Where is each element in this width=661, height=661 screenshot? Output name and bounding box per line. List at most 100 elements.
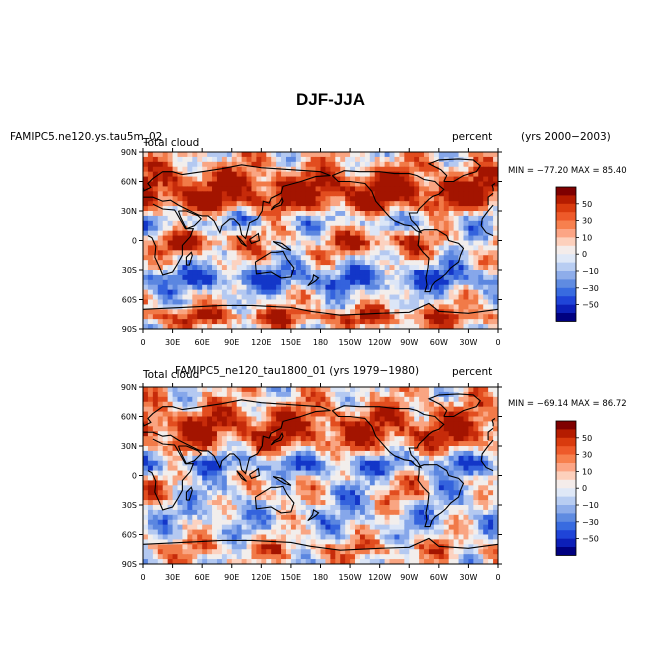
colorbar-1-label-3: 0 [582,250,587,259]
colorbar-2-label-3: 0 [582,484,587,493]
coastline-2-8 [270,431,284,446]
colorbar-2-swatch-15 [556,547,576,556]
lon-label-2-6: 180 [313,573,328,582]
lon-label-1-10: 60W [430,338,448,347]
coastline-2-12 [236,470,247,482]
coastline-2-4 [331,405,445,469]
lon-label-1-7: 150W [338,338,361,347]
coastline-1-1 [147,203,195,276]
lon-label-2-8: 120W [368,573,391,582]
colorbar-1-swatch-12 [556,287,576,297]
coastline-2-9 [491,418,496,427]
lon-label-1-11: 30W [459,338,477,347]
lon-label-2-2: 60E [195,573,210,582]
lon-label-1-2: 60E [195,338,210,347]
coastline-1-0 [487,192,494,206]
colorbar-2-label-2: 10 [582,467,592,476]
colorbar-2-swatch-13 [556,530,576,539]
lon-label-2-9: 90W [400,573,418,582]
lon-label-2-1: 30E [165,573,180,582]
map-panel-2 [143,387,498,564]
lat-label-1-4: 30S [122,266,137,275]
coastline-2-2 [177,445,202,465]
lon-label-2-3: 90E [224,573,239,582]
colorbar-1-swatch-10 [556,271,576,280]
coastline-2-10 [185,486,193,501]
colorbar-1-swatch-0 [556,187,576,196]
colorbar-1-swatch-13 [556,296,576,305]
colorbar-1-swatch-8 [556,254,576,263]
lat-label-1-5: 60S [122,296,137,305]
coastline-2-1 [147,438,195,511]
colorbar-1-label-2: 10 [582,233,592,242]
coastline-1-6 [417,229,465,293]
colorbar-1-swatch-3 [556,212,576,221]
lon-label-1-12: 0 [495,338,500,347]
coastlines-1 [143,158,498,316]
colorbar-2-label-4: −10 [582,501,599,510]
coastline-2-0 [487,427,494,441]
lat-label-1-3: 0 [132,237,137,246]
lat-label-1-6: 90S [122,325,137,334]
colorbar-1-swatch-1 [556,195,576,205]
lat-label-2-5: 60S [122,531,137,540]
coastline-2-14 [272,475,292,486]
colorbar-2-swatch-9 [556,496,576,506]
lon-label-2-4: 120E [251,573,271,582]
coastline-2-7 [143,537,498,551]
coastline-1-7 [143,302,498,316]
coastline-2-1 [480,460,494,472]
colorbar-1-swatch-9 [556,262,576,272]
colorbar-1-label-1: 30 [582,217,592,226]
lon-label-1-5: 150E [281,338,301,347]
coastline-1-5 [427,158,482,183]
coastlines-2 [143,393,498,551]
coastline-2-3 [254,485,295,514]
coastline-2-5 [427,393,482,418]
colorbar-1-swatch-5 [556,229,576,238]
coastline-2-6 [417,464,465,528]
colorbars: 50 30 10 0 −10 −30 −50 50 30 10 0 −10 −30 −50 [555,186,599,556]
coastline-1-8 [270,196,284,211]
lon-label-1-9: 90W [400,338,418,347]
colorbar-2-swatch-8 [556,488,576,497]
lat-label-1-1: 60N [121,178,137,187]
colorbar-2-swatch-14 [556,538,576,548]
case-label-2: FAMIPC5_ne120_tau1800_01 (yrs 1979−1980) [175,365,420,377]
lat-label-2-2: 30N [121,442,137,451]
lon-label-2-11: 30W [459,573,477,582]
colorbar-1-label-6: −50 [582,301,599,310]
units-label-1: percent [452,131,493,143]
case-label-1: FAMIPC5.ne120.ys.tau5m_02 [10,131,163,143]
minmax-label-1: MIN = −77.20 MAX = 85.40 [508,166,627,176]
coastline-1-9 [491,183,496,192]
coastline-1-0 [143,164,331,240]
lat-label-1-2: 30N [121,207,137,216]
lon-label-2-10: 60W [430,573,448,582]
colorbar-1-swatch-4 [556,220,576,230]
colorbar-2-swatch-4 [556,454,576,464]
colorbar-2-label-0: 50 [582,434,592,443]
colorbar-1-label-4: −10 [582,267,599,276]
colorbar-2-swatch-2 [556,437,576,447]
units-label-2: percent [452,366,493,378]
coastline-1-3 [254,250,295,279]
coastline-1-1 [480,204,494,226]
coastline-1-14 [272,240,292,251]
colorbar-1-swatch-11 [556,279,576,289]
colorbar-2-swatch-10 [556,505,576,514]
colorbar-2-swatch-11 [556,513,576,523]
years-label-1: (yrs 2000−2003) [521,131,611,143]
lon-label-1-0: 0 [140,338,145,347]
colorbar-2-swatch-7 [556,479,576,489]
variable-label-2: Total cloud [143,369,200,381]
colorbar-2-swatch-12 [556,521,576,531]
colorbar-1-label-0: 50 [582,200,592,209]
colorbar-2-swatch-6 [556,471,576,481]
colorbar-2-label-1: 30 [582,451,592,460]
coastline-1-12 [236,235,247,247]
colorbar-1-swatch-15 [556,313,576,322]
coastline-2-1 [480,439,494,461]
